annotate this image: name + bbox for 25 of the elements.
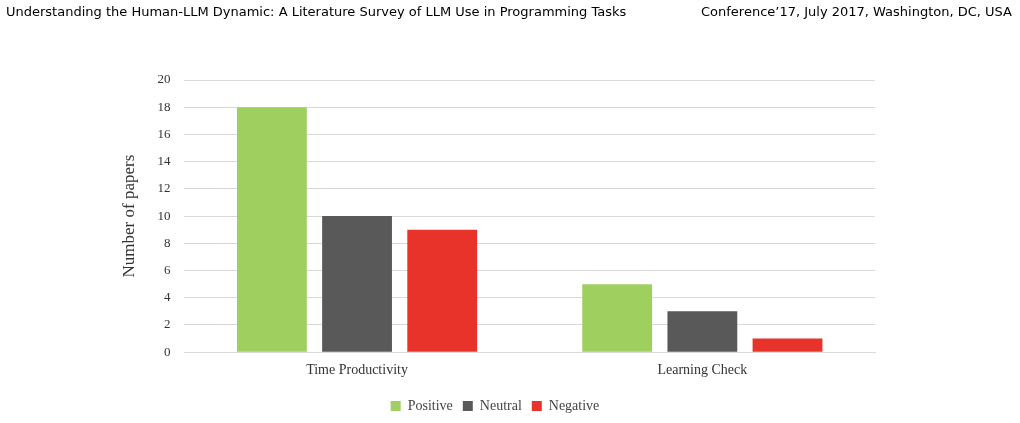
y-tick-label: 20: [157, 71, 171, 87]
y-tick-label: 4: [163, 289, 171, 305]
y-tick-label: 6: [163, 261, 171, 277]
text: Conference’17, July 2017, Washington, DC, USA: [701, 4, 1012, 21]
text: Understanding the Human-LLM Dynamic: A Literature Survey of LLM Use in Programming Tasks: [6, 4, 627, 21]
y-axis-title: Number of papers: [118, 154, 138, 278]
x-tick-label: Learning Check: [657, 362, 748, 378]
bar: [752, 338, 823, 352]
y-tick-label: 8: [163, 234, 171, 250]
x-tick-label: Time Productivity: [306, 362, 408, 378]
legend-label: Negative: [548, 397, 600, 413]
bar: [582, 284, 653, 352]
legend-label: Neutral: [479, 397, 522, 413]
y-tick-label: 0: [163, 343, 171, 359]
y-tick-label: 10: [157, 207, 171, 223]
y-tick-label: 2: [163, 316, 171, 332]
y-tick-label: 18: [157, 98, 171, 114]
bar: [236, 107, 307, 352]
bar: [407, 229, 478, 352]
bar: [667, 311, 738, 352]
bar: [322, 216, 392, 352]
y-tick-label: 14: [157, 153, 171, 169]
legend-label: Positive: [407, 397, 453, 413]
y-tick-label: 16: [157, 125, 171, 141]
y-tick-label: 12: [157, 180, 171, 196]
